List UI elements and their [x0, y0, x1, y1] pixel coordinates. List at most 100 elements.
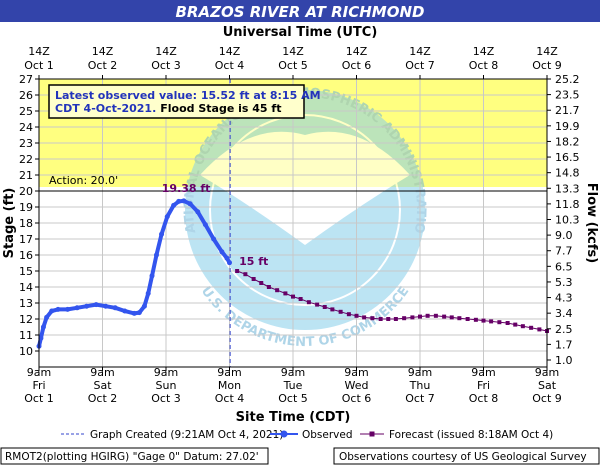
- forecast-point: [275, 288, 280, 293]
- footer-right-box: [333, 447, 600, 465]
- forecast-point: [354, 313, 359, 318]
- title-bar: [0, 0, 600, 22]
- bottom-tick-day: Sun: [156, 379, 177, 392]
- right-tick-label: 1.0: [555, 354, 573, 367]
- observed-point: [122, 308, 128, 314]
- top-tick-date: Oct 5: [278, 59, 308, 72]
- bottom-tick-date: Oct 1: [24, 392, 54, 405]
- top-tick-date: Oct 8: [469, 59, 499, 72]
- left-tick-label: 10: [19, 345, 33, 358]
- forecast-point: [259, 281, 264, 285]
- right-axis-label: Flow (kcfs): [584, 183, 599, 263]
- bottom-tick-time: 9am: [217, 366, 241, 379]
- top-tick-date: Oct 3: [151, 59, 181, 72]
- left-tick-label: 22: [19, 153, 33, 166]
- forecast-point: [251, 277, 256, 281]
- bottom-tick-date: Oct 9: [532, 392, 562, 405]
- forecast-point: [338, 309, 343, 314]
- observed-point: [44, 314, 50, 320]
- forecast-point: [489, 319, 494, 324]
- left-tick-label: 15: [19, 265, 33, 278]
- right-tick-label: 9.0: [555, 229, 573, 242]
- top-tick-hour: 14Z: [346, 45, 368, 58]
- observed-point: [40, 324, 46, 330]
- top-axis-label: Universal Time (UTC): [223, 25, 378, 40]
- top-tick-date: Oct 1: [24, 59, 54, 72]
- top-tick-date: Oct 9: [532, 59, 562, 72]
- bottom-tick-date: Oct 2: [88, 392, 118, 405]
- right-tick-label: 21.7: [555, 104, 580, 117]
- left-axis-ticks: 10 11 12 13 14 15 16 17 18 19 20 21 22 23 24 25 26 27: [19, 73, 39, 358]
- observed-point: [176, 198, 182, 204]
- footer-left-box: [0, 447, 269, 465]
- forecast-point: [393, 317, 398, 321]
- bottom-tick-date: Oct 7: [405, 392, 435, 405]
- left-tick-label: 17: [19, 233, 33, 246]
- right-tick-label: 1.7: [555, 338, 573, 351]
- bottom-tick-day: Sat: [93, 379, 112, 392]
- last-observed-label: 15 ft: [239, 255, 268, 268]
- forecast-point: [322, 305, 327, 309]
- observed-point: [159, 231, 165, 237]
- observed-point: [171, 202, 177, 208]
- left-tick-label: 24: [19, 121, 33, 134]
- bottom-tick-date: Oct 5: [278, 392, 308, 405]
- right-tick-label: 11.8: [555, 198, 580, 211]
- left-tick-label: 12: [19, 313, 33, 326]
- chart-title: BRAZOS RIVER AT RICHMOND: [175, 3, 424, 21]
- observed-point: [202, 222, 208, 228]
- top-tick-hour: 14Z: [536, 45, 558, 58]
- right-tick-label: 23.5: [555, 89, 580, 102]
- legend-graph-created: Graph Created (9:21AM Oct 4, 2021): [90, 429, 283, 441]
- right-tick-label: 25.2: [555, 73, 580, 86]
- observed-point: [65, 306, 71, 312]
- bottom-tick-day: Thu: [409, 379, 431, 392]
- left-tick-label: 23: [19, 137, 33, 150]
- info-box-line2: CDT 4-Oct-2021. Flood Stage is 45 ft: [55, 102, 281, 115]
- left-tick-label: 16: [19, 249, 33, 262]
- top-tick-date: Oct 7: [405, 59, 435, 72]
- observed-point: [38, 335, 44, 341]
- bottom-tick-day: Tue: [283, 379, 303, 392]
- forecast-point: [449, 315, 454, 320]
- bottom-tick-time: 9am: [344, 366, 368, 379]
- observed-point: [74, 305, 80, 311]
- forecast-point: [298, 297, 303, 301]
- forecast-point: [529, 325, 534, 330]
- left-tick-label: 13: [19, 297, 33, 310]
- observed-point: [103, 303, 109, 309]
- forecast-point: [291, 294, 295, 299]
- forecast-point: [473, 317, 478, 322]
- left-tick-label: 11: [19, 329, 33, 342]
- left-tick-label: 25: [19, 105, 33, 118]
- left-tick-label: 18: [19, 217, 33, 230]
- bottom-tick-day: Sat: [538, 379, 557, 392]
- right-tick-label: 5.3: [555, 276, 573, 289]
- left-tick-label: 21: [19, 169, 33, 182]
- bottom-tick-time: 9am: [281, 366, 305, 379]
- forecast-point: [283, 291, 288, 296]
- footer-datum: RMOT2(plotting HGIRG) "Gage 0" Datum: 27…: [5, 451, 259, 463]
- observed-point: [84, 303, 90, 309]
- forecast-point: [330, 307, 335, 312]
- bottom-tick-date: Oct 3: [151, 392, 181, 405]
- observed-point: [164, 214, 170, 220]
- legend-observed-marker: [280, 430, 288, 438]
- left-tick-label: 19: [19, 201, 33, 214]
- peak-stage-label: 19.38 ft: [162, 182, 211, 195]
- bottom-tick-time: 9am: [27, 366, 51, 379]
- right-tick-label: 4.3: [555, 292, 573, 305]
- right-tick-label: 16.5: [555, 151, 580, 164]
- right-tick-label: 10.3: [555, 214, 580, 227]
- forecast-point: [465, 317, 470, 321]
- forecast-series: [235, 269, 549, 333]
- forecast-point: [418, 314, 422, 319]
- left-tick-label: 14: [19, 281, 33, 294]
- observed-point: [195, 209, 201, 215]
- observed-point: [55, 306, 61, 312]
- bottom-axis-label: Site Time (CDT): [236, 410, 351, 425]
